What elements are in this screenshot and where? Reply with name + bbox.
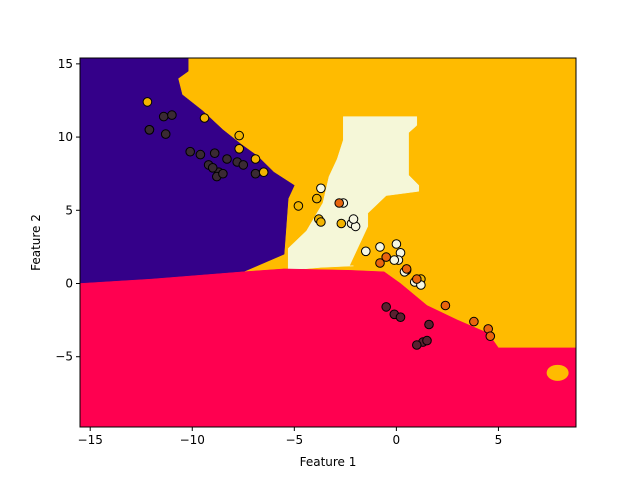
y-tick-label: 15 <box>58 57 73 71</box>
data-point <box>222 154 232 164</box>
data-point <box>440 300 451 311</box>
data-point <box>258 167 269 177</box>
y-tick-label: 10 <box>58 130 73 144</box>
data-point <box>218 168 228 179</box>
data-point <box>158 111 169 122</box>
region-class_3 <box>287 116 420 271</box>
data-point <box>195 149 206 160</box>
data-point <box>422 335 432 346</box>
data-point <box>250 168 261 179</box>
x-axis: −15 −10 −5 0 5 <box>78 427 503 447</box>
data-point <box>234 130 244 141</box>
data-point <box>250 154 261 164</box>
y-tick-label: −5 <box>55 350 73 364</box>
data-point <box>336 218 347 229</box>
plot-area <box>79 57 577 428</box>
decision-regions <box>79 57 577 428</box>
data-point <box>316 217 326 227</box>
data-point <box>485 331 496 342</box>
data-point <box>238 160 249 170</box>
data-point <box>412 274 422 284</box>
data-point <box>160 129 171 139</box>
data-point <box>312 193 322 204</box>
x-tick-label: −15 <box>78 433 103 447</box>
data-point <box>144 125 155 135</box>
data-point <box>401 264 412 274</box>
data-point <box>381 252 392 262</box>
data-point <box>293 201 304 211</box>
y-tick-label: 5 <box>65 203 73 217</box>
data-point <box>207 163 218 173</box>
region-island <box>546 364 569 381</box>
x-tick-label: 5 <box>495 433 503 447</box>
y-tick-label: 0 <box>65 277 73 291</box>
data-point <box>381 302 392 312</box>
data-points <box>142 97 496 350</box>
data-point <box>209 148 220 158</box>
data-point <box>469 316 479 327</box>
data-point <box>167 110 177 120</box>
data-point <box>316 183 326 194</box>
data-point <box>412 340 422 350</box>
data-point <box>375 258 385 268</box>
y-axis: −5 0 5 10 15 <box>55 57 80 364</box>
data-point <box>361 246 371 257</box>
data-point <box>424 319 434 330</box>
data-point <box>142 97 153 107</box>
data-point <box>199 113 210 123</box>
data-point <box>185 146 195 157</box>
data-point <box>389 255 400 265</box>
data-point <box>375 242 385 252</box>
data-point <box>391 239 402 249</box>
data-point <box>334 198 345 208</box>
plot-frame <box>79 57 577 428</box>
x-tick-label: 0 <box>393 433 401 447</box>
data-point <box>234 144 244 154</box>
x-tick-label: −5 <box>285 433 303 447</box>
y-axis-label: Feature 2 <box>29 214 43 271</box>
x-axis-label: Feature 1 <box>300 455 357 469</box>
x-tick-label: −10 <box>180 433 205 447</box>
data-point <box>348 214 359 224</box>
data-point <box>395 312 406 323</box>
